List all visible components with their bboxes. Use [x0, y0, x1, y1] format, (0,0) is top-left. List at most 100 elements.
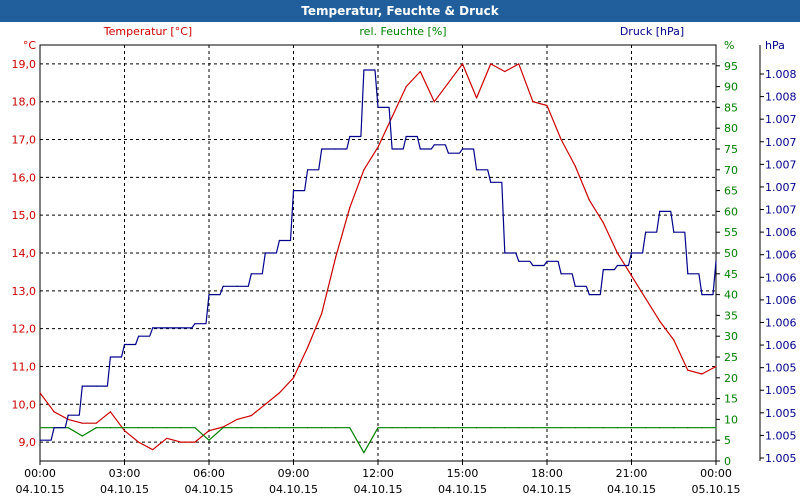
y-right-tick-label: 1.005 — [765, 452, 797, 465]
y-middle-tick-label: 95 — [724, 60, 738, 73]
data-point — [433, 144, 435, 146]
data-point — [504, 252, 506, 254]
data-point — [419, 148, 421, 150]
y-middle-tick-label: 85 — [724, 101, 738, 114]
y-middle-tick-label: 20 — [724, 372, 738, 385]
data-point — [504, 70, 506, 73]
data-point — [306, 427, 309, 429]
y-right-tick-label: 1.005 — [765, 429, 797, 442]
data-point — [194, 427, 196, 429]
data-point — [306, 169, 309, 171]
x-tick-date: 04.10.15 — [438, 483, 487, 496]
y-middle-tick-label: 45 — [724, 268, 738, 281]
data-point — [137, 335, 140, 337]
data-point — [405, 427, 407, 429]
data-point — [419, 70, 421, 73]
data-point — [321, 312, 323, 315]
grid-lines — [40, 45, 716, 461]
y-middle-tick-label: 15 — [724, 393, 738, 406]
y-middle-tick-label: 75 — [724, 143, 738, 156]
y-left-unit: °C — [23, 39, 37, 52]
x-tick-date: 05.10.15 — [692, 483, 741, 496]
y-middle-tick-label: 70 — [724, 164, 738, 177]
data-point — [363, 452, 365, 454]
data-point — [560, 138, 562, 141]
x-tick-date: 04.10.15 — [100, 483, 149, 496]
data-point — [109, 427, 112, 429]
y-right-tick-label: 1.006 — [765, 294, 797, 307]
x-tick-date: 04.10.15 — [185, 483, 234, 496]
y-left-tick-label: 19,0 — [12, 58, 37, 71]
data-point — [208, 439, 210, 441]
data-point — [588, 427, 590, 429]
data-point — [53, 427, 55, 429]
data-point — [264, 403, 266, 405]
data-point — [630, 252, 633, 254]
y-right-tick-label: 1.006 — [765, 316, 797, 329]
y-middle-tick-label: 40 — [724, 289, 738, 302]
data-point — [461, 148, 464, 150]
data-point — [659, 320, 661, 322]
data-point — [532, 427, 534, 429]
data-point — [546, 260, 548, 262]
data-point — [166, 437, 168, 439]
data-point — [264, 427, 266, 429]
y-right-tick-label: 1.007 — [765, 136, 797, 149]
data-point — [137, 441, 140, 443]
data-point — [715, 260, 717, 262]
data-point — [475, 97, 478, 99]
y-right-tick-label: 1.007 — [765, 113, 797, 126]
data-point — [208, 430, 210, 432]
x-tick-date: 04.10.15 — [16, 483, 65, 496]
data-point — [152, 327, 154, 329]
y-right-tick-label: 1.005 — [765, 407, 797, 420]
data-point — [67, 414, 69, 416]
axis-labels: 00:00 04.10.15 03:00 04.10.15 06:00 04.10.15 0… — [12, 25, 797, 496]
data-point — [321, 427, 323, 429]
y-right-tick-label: 1.006 — [765, 249, 797, 262]
data-point — [137, 427, 140, 429]
data-point — [546, 104, 548, 107]
axes — [39, 45, 764, 465]
data-point — [461, 427, 464, 429]
y-left-tick-label: 13,0 — [12, 285, 37, 298]
data-point — [306, 346, 309, 349]
data-point — [349, 427, 351, 429]
data-point — [152, 427, 154, 429]
data-point — [109, 356, 112, 358]
data-point — [447, 427, 450, 429]
data-point — [208, 294, 210, 296]
data-point — [53, 411, 55, 413]
data-point — [278, 239, 281, 242]
y-middle-tick-label: 0 — [724, 455, 731, 468]
data-point — [616, 427, 619, 429]
x-tick-time: 03:00 — [109, 467, 141, 480]
y-left-tick-label: 9,0 — [19, 436, 37, 449]
data-point — [250, 415, 252, 417]
y-right-tick-label: 1.006 — [765, 226, 797, 239]
data-point — [349, 207, 351, 209]
y-middle-tick-label: 65 — [724, 185, 738, 198]
data-point — [560, 273, 562, 275]
y-left-tick-label: 14,0 — [12, 247, 37, 260]
data-point — [250, 427, 252, 429]
data-point — [194, 441, 196, 443]
data-point — [278, 427, 281, 429]
data-point — [447, 152, 450, 154]
data-point — [659, 210, 661, 212]
data-point — [518, 63, 520, 65]
data-point — [194, 323, 196, 325]
data-point — [236, 418, 238, 420]
data-point — [602, 427, 604, 429]
data-point — [123, 427, 126, 429]
data-point — [39, 427, 41, 429]
data-point — [152, 449, 154, 451]
data-point — [701, 294, 703, 296]
x-tick-time: 06:00 — [193, 467, 225, 480]
data-point — [518, 260, 520, 262]
data-point — [518, 427, 520, 429]
data-point — [687, 427, 689, 429]
x-tick-date: 04.10.15 — [354, 483, 403, 496]
data-point — [180, 327, 182, 329]
y-middle-tick-label: 60 — [724, 205, 738, 218]
